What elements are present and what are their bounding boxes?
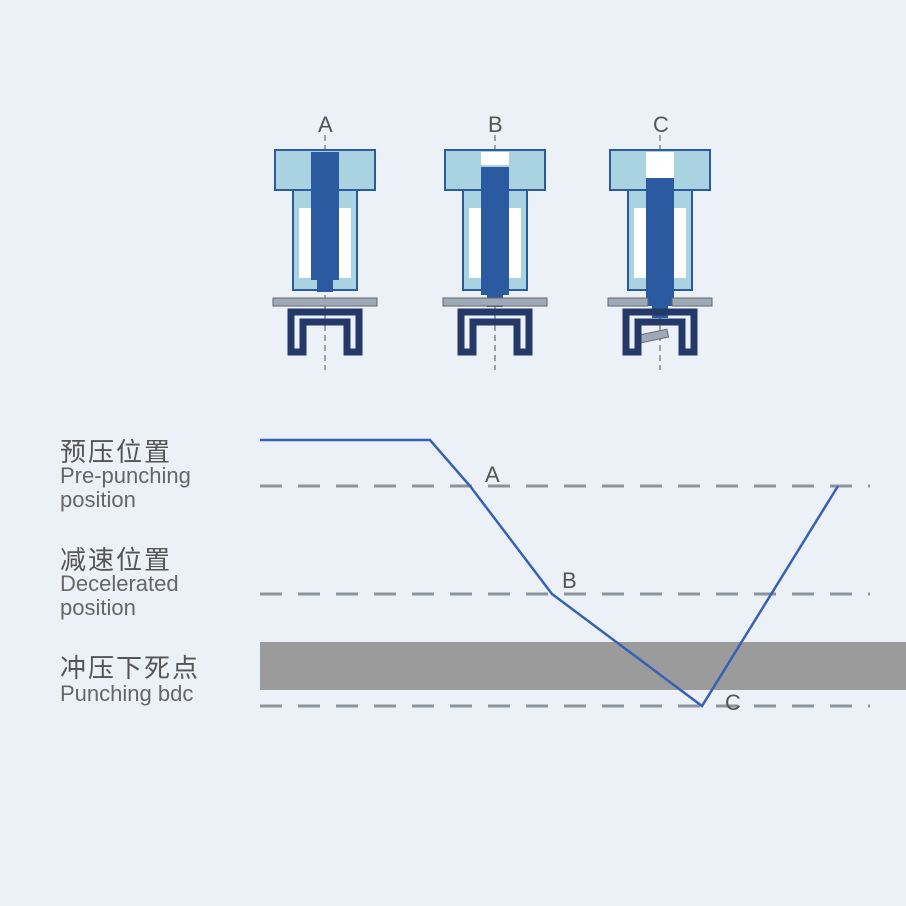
position-graph-svg bbox=[0, 0, 906, 906]
graph-point-b: B bbox=[562, 568, 577, 594]
graph-point-c: C bbox=[725, 690, 741, 716]
diagram-container: A B C bbox=[0, 0, 906, 906]
graph-point-a: A bbox=[485, 462, 500, 488]
bdc-band bbox=[260, 642, 906, 690]
